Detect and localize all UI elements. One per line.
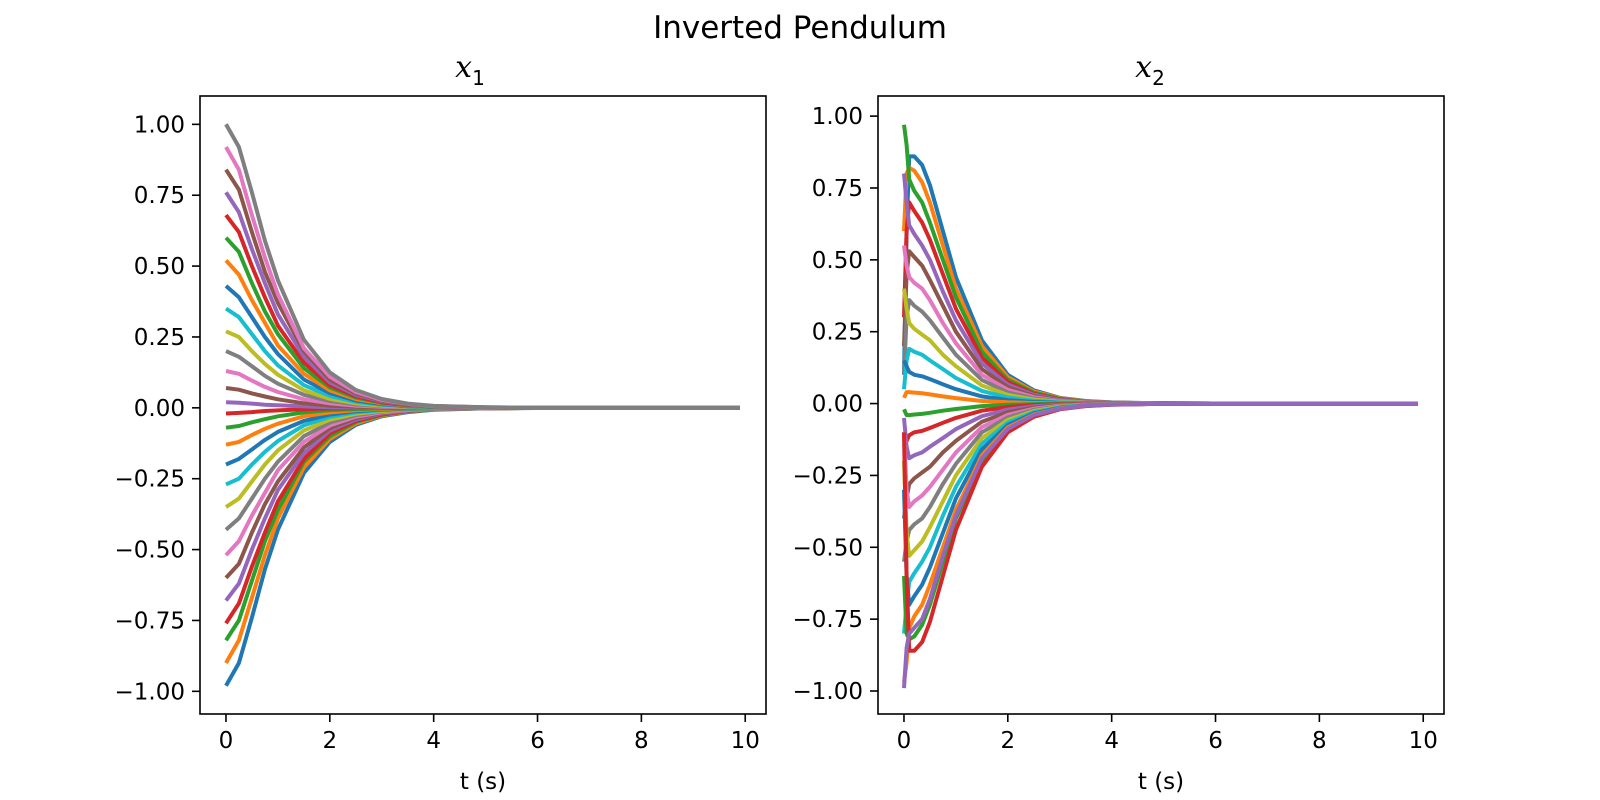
subplot-x2: x2 0 2 4 6 8 10 −1.00 −0.75 −0.50 −0.25 0.00 0.25 0… (793, 50, 1445, 795)
y-tick-label: 0.50 (134, 254, 185, 280)
series-line-24 (902, 401, 1418, 689)
y-tick-label: −0.75 (793, 607, 863, 633)
y-axis-ticks: −1.00 −0.75 −0.50 −0.25 0.00 0.25 0.50 0.75 1.00 (793, 104, 878, 705)
plot-frame (877, 95, 1445, 715)
subplot-title: x2 (1135, 50, 1165, 90)
x-tick-label: 0 (897, 728, 912, 754)
x-tick-label: 4 (1104, 728, 1119, 754)
y-tick-label: 0.00 (134, 396, 185, 422)
plot-frame (199, 95, 767, 715)
x-tick-label: 10 (1409, 728, 1438, 754)
figure-title: Inverted Pendulum (653, 10, 947, 46)
subplot-title: x1 (455, 50, 485, 90)
y-tick-label: 0.75 (134, 183, 185, 209)
y-axis-ticks: −1.00 −0.75 −0.50 −0.25 0.00 0.25 0.50 0.75 1.00 (115, 112, 200, 705)
x-tick-label: 6 (1208, 728, 1223, 754)
y-tick-label: −0.50 (793, 535, 863, 561)
x-tick-label: 2 (1000, 728, 1015, 754)
y-tick-label: −0.50 (115, 538, 185, 564)
series-lines (902, 124, 1418, 689)
y-tick-label: 1.00 (134, 112, 185, 138)
x-tick-label: 10 (731, 728, 760, 754)
y-tick-label: 0.50 (812, 248, 863, 274)
y-tick-label: 0.75 (812, 176, 863, 202)
x-tick-label: 6 (530, 728, 545, 754)
series-lines (224, 123, 740, 687)
x-axis-ticks: 0 2 4 6 8 10 (219, 714, 760, 754)
y-tick-label: −1.00 (793, 679, 863, 705)
y-tick-label: −0.25 (793, 463, 863, 489)
y-tick-label: −1.00 (115, 679, 185, 705)
x-axis-label: t (s) (1138, 769, 1184, 795)
x-tick-label: 8 (634, 728, 649, 754)
subplot-x1: x1 0 2 4 6 8 10 −1.00 −0.75 −0.50 −0.25 0.00 0.25 0… (115, 50, 767, 795)
y-tick-label: −0.25 (115, 467, 185, 493)
y-tick-label: 0.25 (812, 320, 863, 346)
x-tick-label: 4 (426, 728, 441, 754)
x-tick-label: 0 (219, 728, 234, 754)
x-axis-ticks: 0 2 4 6 8 10 (897, 714, 1438, 754)
x-tick-label: 2 (322, 728, 337, 754)
y-tick-label: 0.00 (812, 392, 863, 418)
y-tick-label: −0.75 (115, 608, 185, 634)
series-line-27 (224, 123, 740, 410)
y-tick-label: 0.25 (134, 325, 185, 351)
y-tick-label: 1.00 (812, 104, 863, 130)
x-axis-label: t (s) (460, 769, 506, 795)
x-tick-label: 8 (1312, 728, 1327, 754)
